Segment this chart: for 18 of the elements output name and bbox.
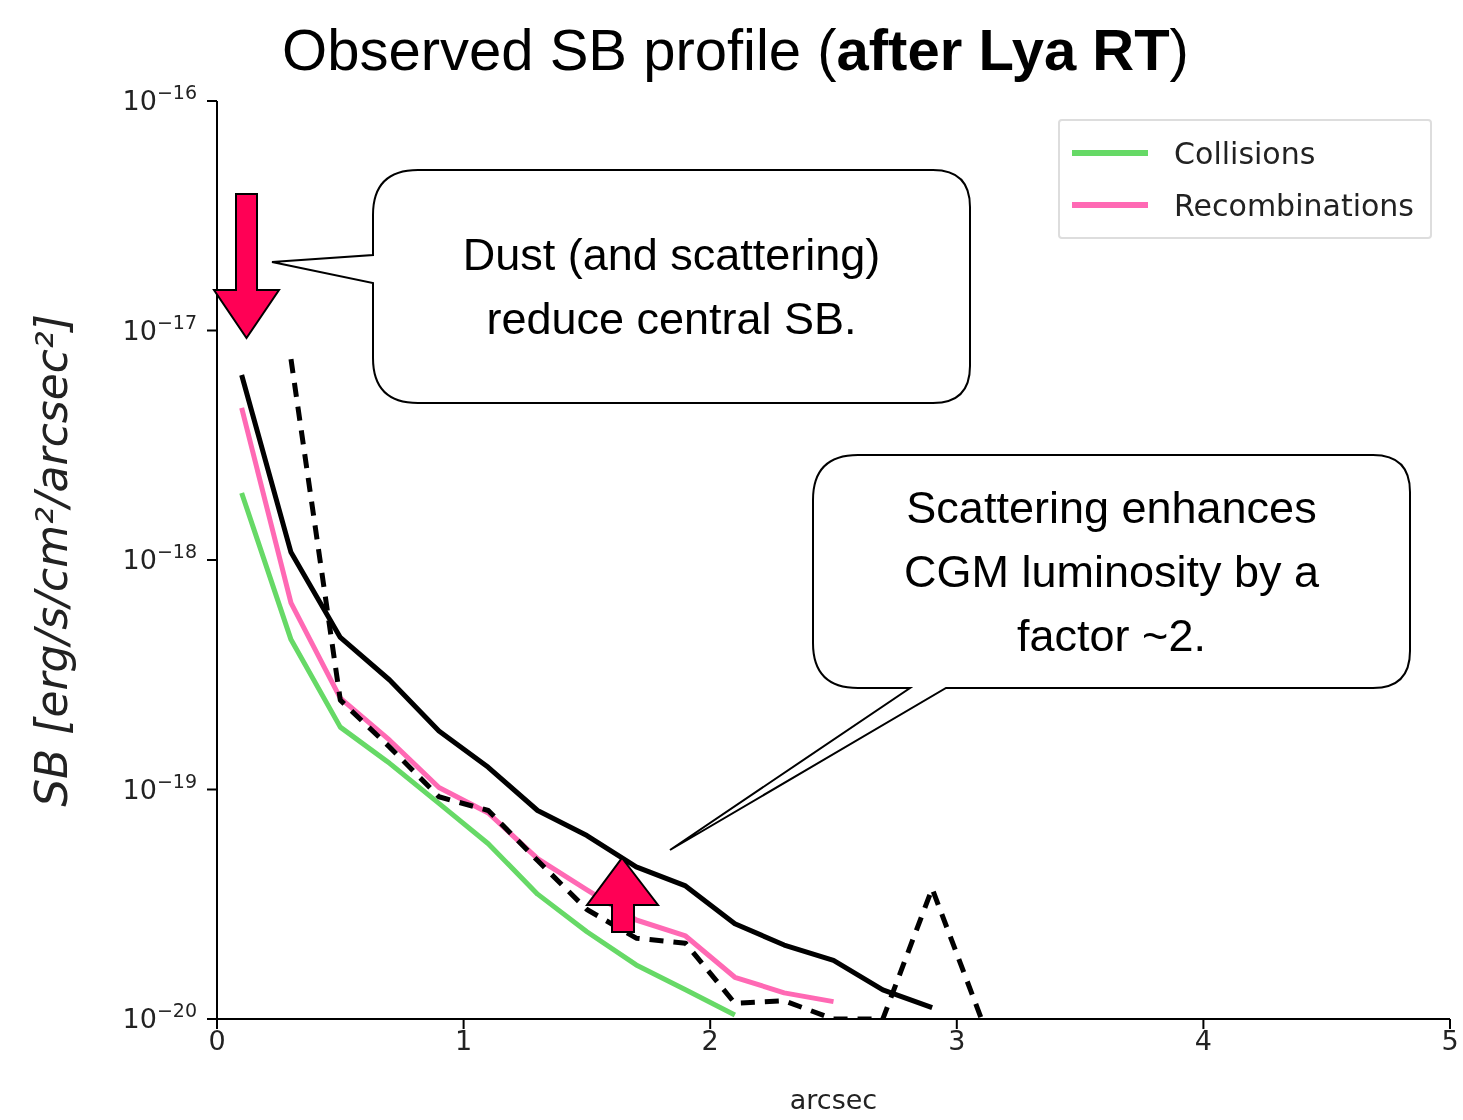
x-axis-title: arcsec (789, 1084, 878, 1115)
chart-title: Observed SB profile (after Lya RT) (282, 17, 1189, 82)
annotation: Scattering enhances CGM luminosity by a factor ~2. (902, 480, 1321, 663)
annotation: Dust (and scattering) reduce central SB. (461, 227, 882, 346)
x-tick-label: 2 (701, 1025, 719, 1057)
y-tick-label: 10$^{−20}$ (122, 999, 197, 1034)
x-tick-label: 0 (208, 1025, 226, 1057)
legend-label: Collisions (1174, 135, 1316, 171)
y-tick-label: 10$^{−17}$ (122, 310, 197, 346)
x-tick-label: 1 (455, 1025, 473, 1057)
x-tick-label: 5 (1441, 1025, 1459, 1057)
y-axis-title: SB [erg/s/cm²/arcsec²] (25, 313, 77, 807)
legend-label: Recombinations (1174, 187, 1414, 223)
x-tick-label: 3 (948, 1025, 966, 1057)
y-tick-label: 10$^{−18}$ (122, 540, 197, 575)
y-tick-label: 10$^{−16}$ (122, 81, 197, 116)
y-tick-label: 10$^{−19}$ (122, 769, 197, 805)
x-tick-label: 4 (1194, 1025, 1212, 1057)
